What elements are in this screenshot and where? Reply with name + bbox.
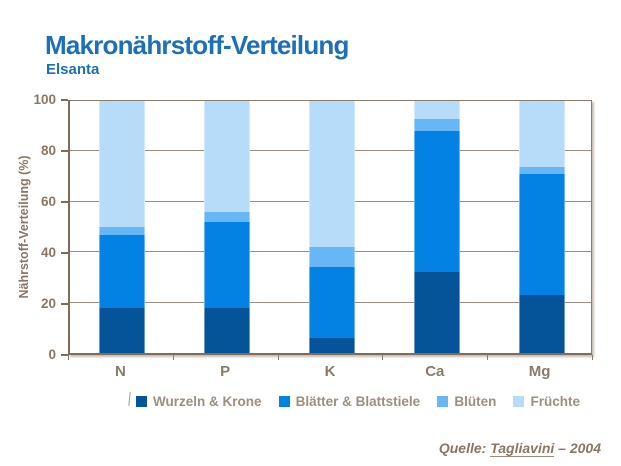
y-tick-mark-60 xyxy=(61,201,68,203)
bar-segment-K xyxy=(309,101,355,248)
bar-segment-K xyxy=(309,337,355,353)
legend-label: Blätter & Blattstiele xyxy=(295,394,421,409)
x-tick-mark-0 xyxy=(68,355,69,360)
legend-label: Früchte xyxy=(530,394,580,409)
legend-item: Blätter & Blattstiele xyxy=(278,394,421,409)
x-tick-mark-1 xyxy=(172,355,174,360)
bar-K xyxy=(309,101,355,353)
y-tick-mark-0 xyxy=(61,354,68,356)
x-axis-label-P: P xyxy=(220,363,231,380)
y-tick-mark-80 xyxy=(61,150,68,152)
source-prefix: Quelle: xyxy=(438,440,491,456)
y-tick-label-40: 40 xyxy=(40,245,56,260)
bar-segment-P xyxy=(204,307,251,353)
legend-swatch-icon xyxy=(278,396,290,407)
x-tick-mark-2 xyxy=(277,355,279,360)
bar-segment-Mg xyxy=(518,174,565,296)
x-axis-label-N: N xyxy=(114,363,126,380)
bar-segment-K xyxy=(309,267,355,338)
y-tick-label-60: 60 xyxy=(40,194,56,209)
bar-segment-Ca xyxy=(413,131,460,273)
bar-segment-P xyxy=(204,221,251,308)
legend-swatch-icon xyxy=(513,396,525,407)
legend-swatch-icon xyxy=(136,396,147,407)
bar-segment-N xyxy=(99,234,146,308)
text-cursor-icon xyxy=(128,391,131,407)
bar-segment-N xyxy=(99,227,146,235)
x-tick-mark-4 xyxy=(487,355,489,360)
bar-segment-Mg xyxy=(518,166,565,175)
legend-item: Blüten xyxy=(437,394,496,409)
source-credit: Quelle: Tagliavini – 2004 xyxy=(438,440,601,457)
bar-segment-Mg xyxy=(518,101,565,167)
chart-title: Makronährstoff-Verteilung xyxy=(45,30,349,60)
bar-Ca xyxy=(413,101,460,353)
y-tick-label-100: 100 xyxy=(33,92,56,107)
bar-segment-Ca xyxy=(413,101,460,119)
y-axis-title: Nährstoff-Verteilung (%) xyxy=(17,155,31,299)
bar-Mg xyxy=(518,101,565,353)
y-tick-mark-20 xyxy=(61,303,68,305)
y-tick-label-80: 80 xyxy=(40,143,56,158)
chart-subtitle: Elsanta xyxy=(46,61,100,78)
legend-swatch-icon xyxy=(437,396,449,407)
legend-label: Wurzeln & Krone xyxy=(153,394,262,409)
legend-item: Wurzeln & Krone xyxy=(136,394,262,409)
bar-segment-Ca xyxy=(413,272,460,353)
x-axis-label-Mg: Mg xyxy=(528,363,551,380)
bar-segment-N xyxy=(99,307,146,353)
x-axis-label-Ca: Ca xyxy=(425,363,445,380)
bar-segment-K xyxy=(309,247,355,268)
x-tick-mark-3 xyxy=(382,355,384,360)
bar-segment-N xyxy=(99,101,146,228)
legend-label: Blüten xyxy=(454,394,497,409)
legend-item: Früchte xyxy=(513,394,580,409)
bar-segment-Mg xyxy=(518,295,565,353)
plot-area xyxy=(68,100,592,355)
y-tick-label-0: 0 xyxy=(48,347,56,362)
x-axis-label-K: K xyxy=(324,363,336,380)
y-tick-mark-100 xyxy=(61,99,68,101)
bar-segment-P xyxy=(204,211,251,222)
bar-segment-Ca xyxy=(413,118,460,132)
x-tick-mark-5 xyxy=(592,355,593,360)
source-author: Tagliavini xyxy=(490,440,555,457)
y-tick-mark-40 xyxy=(61,252,68,254)
source-year: – 2004 xyxy=(554,440,601,456)
bar-N xyxy=(99,101,146,353)
bar-P xyxy=(204,101,251,353)
y-tick-label-20: 20 xyxy=(40,296,56,311)
legend: Wurzeln & Krone Blätter & Blattstiele Blüt… xyxy=(136,394,580,409)
bar-segment-P xyxy=(204,101,251,212)
